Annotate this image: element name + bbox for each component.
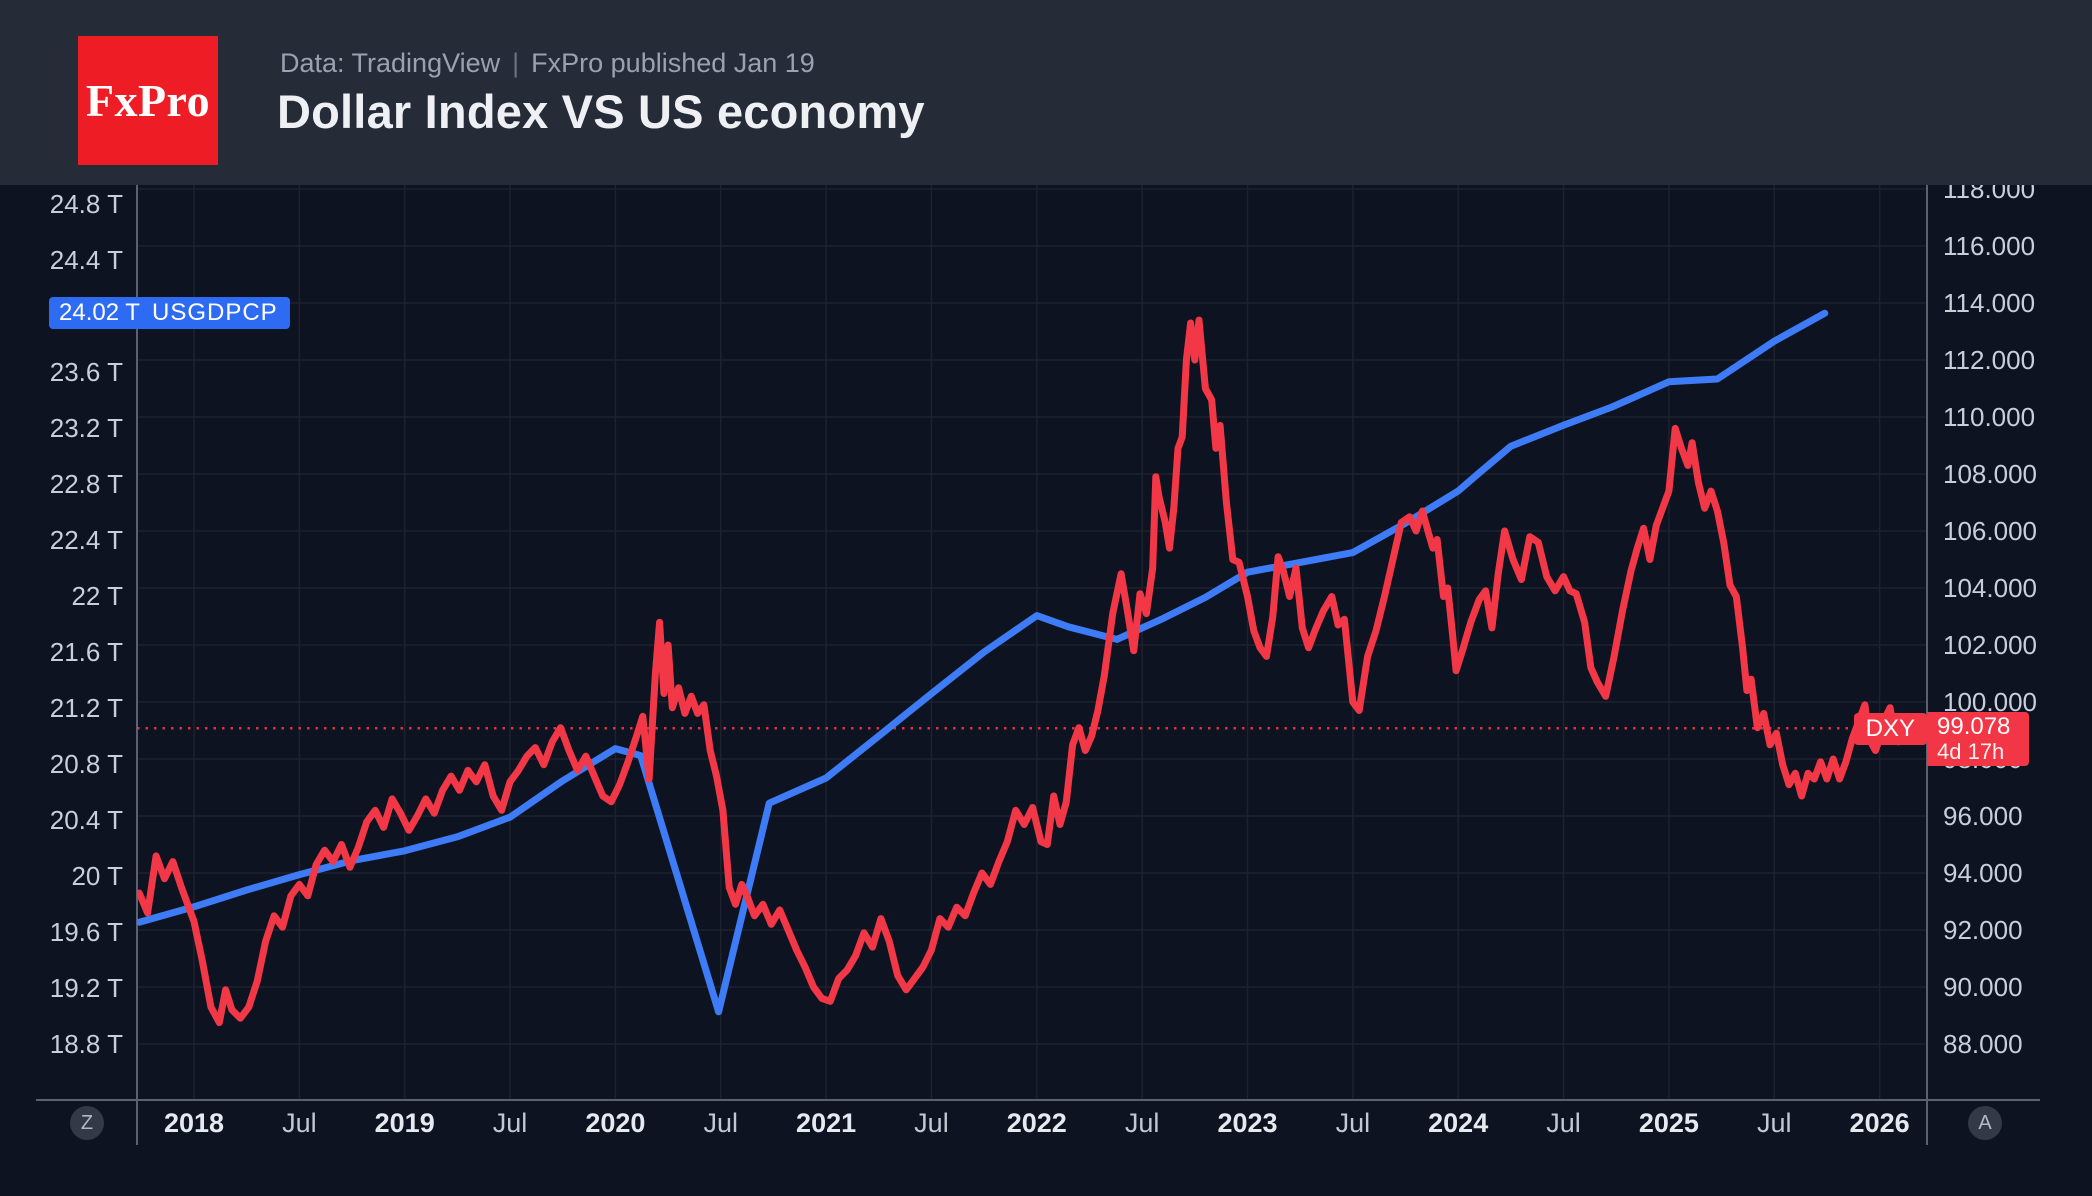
x-axis-tick: Jul <box>703 1108 739 1138</box>
x-axis-tick: Jul <box>1756 1108 1792 1138</box>
left-scale-mode-button[interactable]: Z <box>70 1106 104 1140</box>
x-axis-tick: Jul <box>1335 1108 1371 1138</box>
right-axis-tick: 118.000 <box>1943 185 2036 204</box>
series-line-dxy <box>137 316 1907 1027</box>
right-axis-tick: 88.000 <box>1943 1029 2023 1059</box>
grid <box>137 185 1927 1100</box>
x-axis-tick: 2023 <box>1217 1108 1278 1138</box>
right-axis-tick: 96.000 <box>1943 801 2023 831</box>
chart-meta: Data: TradingView | FxPro published Jan 19 <box>280 48 815 79</box>
x-axis-tick: 2019 <box>374 1108 435 1138</box>
left-axis-tick: 22.4 T <box>49 525 123 555</box>
usgdpcp-price-badge: 24.02 T <box>49 297 150 329</box>
right-axis-tick: 92.000 <box>1943 915 2023 945</box>
fxpro-logo: FxPro <box>78 36 218 165</box>
chart-area: 24.8 T 24.4 T 23.6 T 23.2 T 22.8 T 22.4 T 22 T… <box>0 185 2092 1196</box>
x-axis-tick: 2021 <box>796 1108 857 1138</box>
right-axis-tick: 112.000 <box>1943 345 2036 375</box>
right-axis-tick: 100.000 <box>1943 687 2037 717</box>
auto-scale-button[interactable]: A <box>1968 1106 2002 1140</box>
left-axis-tick: 23.2 T <box>49 413 123 443</box>
left-axis-tick: 19.2 T <box>49 973 123 1003</box>
left-axis-tick: 22.8 T <box>49 469 123 499</box>
series-line-usgdpcp <box>137 309 1829 1016</box>
x-axis-tick: 2018 <box>163 1108 225 1138</box>
x-axis-tick: Jul <box>1546 1108 1581 1138</box>
left-axis-tick: 18.8 T <box>49 1029 123 1059</box>
x-axis-tick: Jul <box>1124 1108 1160 1138</box>
left-axis-tick: 20.8 T <box>49 749 123 779</box>
axes <box>36 185 2040 1145</box>
dxy-price-value: 99.078 <box>1937 713 2011 740</box>
right-axis-tick: 102.000 <box>1943 630 2037 660</box>
x-axis-tick: 2025 <box>1638 1108 1699 1138</box>
right-axis-tick: 104.000 <box>1943 573 2037 603</box>
x-axis-tick: Jul <box>282 1108 317 1138</box>
right-axis-tick: 94.000 <box>1943 858 2023 888</box>
left-axis-tick: 21.2 T <box>49 693 123 723</box>
x-axis-tick: Jul <box>914 1108 949 1138</box>
dxy-price-badge: 99.078 4d 17h <box>1927 712 2029 766</box>
x-axis-tick: Jul <box>492 1108 528 1138</box>
left-axis-tick: 21.6 T <box>49 637 123 667</box>
x-axis-tick: 2024 <box>1428 1108 1489 1138</box>
published-label: FxPro published Jan 19 <box>531 48 815 78</box>
usgdpcp-series-badge: USGDPCP <box>140 297 290 329</box>
right-axis-tick: 116.000 <box>1943 231 2036 261</box>
right-axis-tick: 90.000 <box>1943 972 2023 1002</box>
dxy-countdown-timer: 4d 17h <box>1937 739 2005 764</box>
left-axis-tick: 24.4 T <box>49 245 123 275</box>
left-axis-tick: 19.6 T <box>49 917 123 947</box>
x-axis-tick: 2026 <box>1849 1108 1910 1138</box>
left-axis-tick: 20.4 T <box>49 805 123 835</box>
fxpro-logo-text: FxPro <box>85 75 211 126</box>
right-axis-tick: 114.000 <box>1943 288 2036 318</box>
header: FxPro Data: TradingView | FxPro published … <box>0 0 2092 185</box>
right-axis-tick: 108.000 <box>1943 459 2037 489</box>
left-axis-tick: 23.6 T <box>49 357 123 387</box>
data-source-label: Data: TradingView <box>280 48 501 78</box>
right-axis-tick: 110.000 <box>1943 402 2036 432</box>
left-axis-tick: 22 T <box>71 581 123 611</box>
x-axis-tick: 2020 <box>585 1108 646 1138</box>
chart-canvas <box>36 185 2040 1145</box>
dxy-series-badge: DXY <box>1853 713 1927 745</box>
left-axis-tick: 24.8 T <box>49 189 123 219</box>
right-axis-tick: 106.000 <box>1943 516 2037 546</box>
meta-separator: | <box>512 48 520 78</box>
x-axis-tick: 2022 <box>1006 1108 1067 1138</box>
page-title: Dollar Index VS US economy <box>277 85 925 138</box>
left-axis-tick: 20 T <box>71 861 123 891</box>
